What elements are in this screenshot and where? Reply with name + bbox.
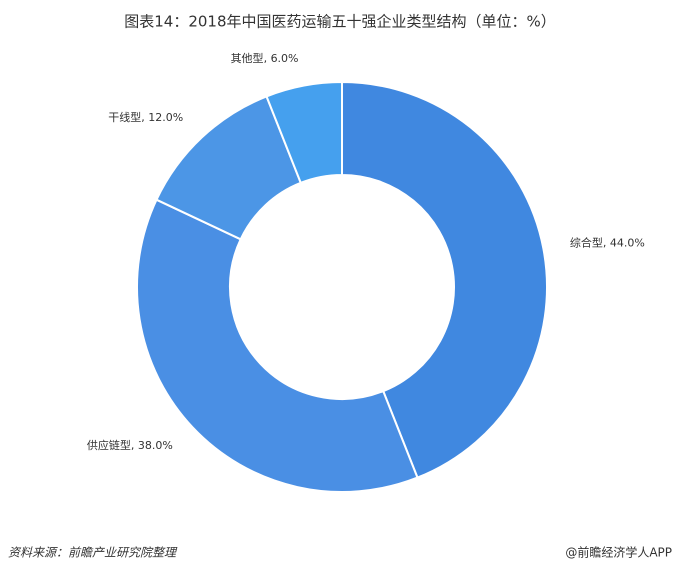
separator: ,: [603, 237, 610, 250]
separator: ,: [264, 52, 271, 65]
chart-title: 图表14：2018年中国医药运输五十强企业类型结构（单位：%）: [124, 13, 556, 31]
category-label: 干线型: [108, 110, 141, 124]
value-label: 6.0%: [271, 52, 299, 65]
data-label: 供应链型, 38.0%: [87, 438, 173, 452]
value-label: 44.0%: [610, 237, 645, 250]
data-label: 干线型, 12.0%: [108, 110, 183, 124]
separator: ,: [131, 439, 138, 452]
donut-slice: [265, 80, 343, 185]
data-label: 其他型, 6.0%: [231, 51, 299, 65]
source: 资料来源：前瞻产业研究院整理: [8, 546, 178, 560]
donut-slice: [341, 80, 548, 479]
data-label: 综合型, 44.0%: [570, 236, 645, 250]
category-label: 综合型: [570, 236, 603, 250]
credit: @前瞻经济学人APP: [565, 545, 672, 560]
separator: ,: [141, 111, 148, 124]
value-label: 38.0%: [138, 439, 173, 452]
value-label: 12.0%: [148, 111, 183, 124]
donut: [136, 80, 548, 493]
donut-slice: [136, 198, 419, 493]
category-label: 供应链型: [87, 438, 131, 452]
category-label: 其他型: [231, 51, 264, 65]
